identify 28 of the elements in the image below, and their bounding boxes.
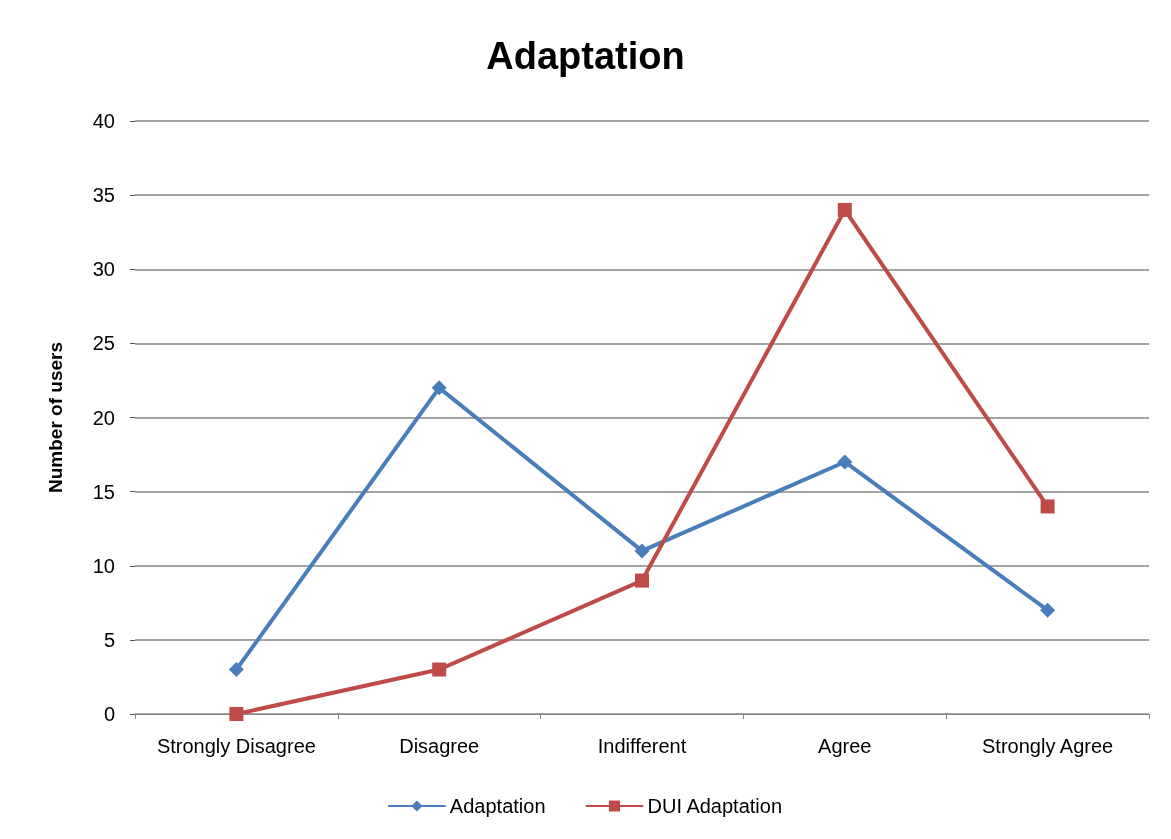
x-tick-label: Agree: [818, 735, 872, 757]
x-tick-label: Strongly Disagree: [156, 735, 316, 757]
point: [1040, 602, 1056, 618]
y-tick-label: 35: [92, 184, 115, 207]
y-tick-label: 10: [92, 554, 115, 577]
x-tick-label: Indifferent: [597, 735, 687, 757]
x-tick-label: Disagree: [399, 735, 480, 757]
point: [634, 543, 650, 559]
point: [432, 662, 447, 677]
y-tick-label: 25: [92, 332, 115, 355]
point: [837, 454, 853, 470]
y-tick-label: 20: [92, 406, 115, 429]
y-axis-title: Number of users: [45, 342, 66, 493]
legend-label: DUI Adaptation: [647, 795, 783, 817]
point: [431, 380, 447, 396]
y-tick-label: 5: [103, 628, 115, 651]
y-tick-label: 15: [92, 480, 115, 503]
point: [635, 573, 649, 588]
y-tick-label: 0: [103, 703, 115, 725]
point: [1040, 499, 1055, 514]
x-tick-label: Strongly Agree: [982, 735, 1114, 757]
y-tick-label: 30: [92, 258, 115, 281]
point: [837, 202, 852, 217]
point: [228, 662, 244, 678]
legend-label: Adaptation: [449, 795, 546, 817]
chart-title: Adaptation: [486, 35, 685, 77]
y-tick-label: 40: [92, 110, 115, 132]
point: [229, 707, 244, 721]
